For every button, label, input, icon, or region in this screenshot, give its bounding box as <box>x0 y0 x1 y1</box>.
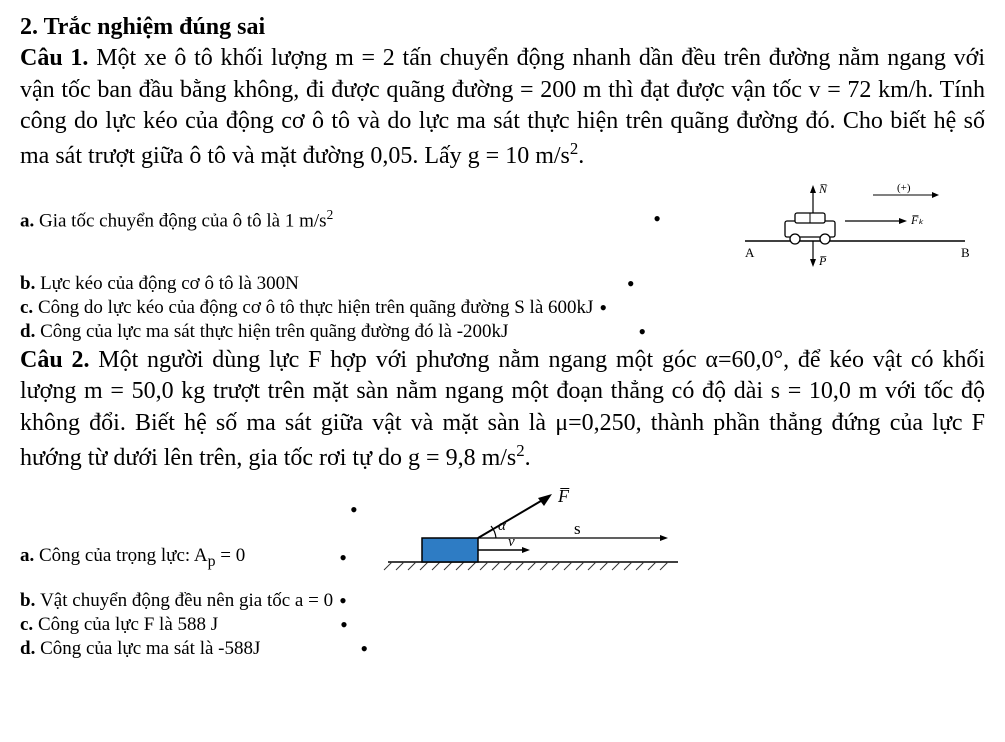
svg-text:P̅: P̅ <box>818 254 827 268</box>
q2-optD-bullet: • <box>360 638 368 660</box>
svg-text:F̅: F̅ <box>557 486 570 506</box>
q1-optD-row: d. Công của lực ma sát thực hiện trên qu… <box>20 321 985 343</box>
q2-upper-bullet-row: • <box>20 497 358 523</box>
svg-text:(+): (+) <box>897 182 911 194</box>
q1-optA-row: a. Gia tốc chuyển động của ô tô là 1 m/s… <box>20 181 661 232</box>
q2-optA-and-diagram: • a. Công của trọng lực: Ap = 0 • <box>20 484 985 584</box>
q2-block-diagram: F̅ α v̅ s <box>378 484 688 584</box>
svg-text:F̅ₖ: F̅ₖ <box>910 213 924 227</box>
q1-optB-row: b. Lực kéo của động cơ ô tô là 300N • <box>20 273 985 295</box>
q2-optA-row: a. Công của trọng lực: Ap = 0 • <box>20 545 358 571</box>
q2-optC-text: c. Công của lực F là 588 J <box>20 614 218 636</box>
q2-label: Câu 2. <box>20 347 89 373</box>
q1-optB-text: b. Lực kéo của động cơ ô tô là 300N <box>20 273 299 295</box>
q1-optA-and-diagram: a. Gia tốc chuyển động của ô tô là 1 m/s… <box>20 181 985 271</box>
q2-optC-row: c. Công của lực F là 588 J • <box>20 614 985 636</box>
q2-optC-bullet: • <box>340 614 348 636</box>
svg-text:A: A <box>745 245 755 260</box>
page-root: 2. Trắc nghiệm đúng sai Câu 1. Một xe ô … <box>0 0 1005 682</box>
q1-label: Câu 1. <box>20 45 88 71</box>
q1-optC-bullet: • <box>599 297 607 319</box>
q1-optA-bullet: • <box>653 208 661 230</box>
q1-optB-bullet: • <box>627 273 635 295</box>
svg-text:B: B <box>961 245 970 260</box>
q1-optD-text: d. Công của lực ma sát thực hiện trên qu… <box>20 321 508 343</box>
q2-optA-bullet: • <box>339 547 347 569</box>
q1-optC-row: c. Công do lực kéo của động cơ ô tô thực… <box>20 297 985 319</box>
q2-optD-text: d. Công của lực ma sát là -588J <box>20 638 260 660</box>
section-heading: 2. Trắc nghiệm đúng sai <box>20 14 985 41</box>
svg-text:α: α <box>498 518 507 534</box>
question-2: Câu 2. Một người dùng lực F hợp với phươ… <box>20 345 985 475</box>
q2-optA-text: a. Công của trọng lực: Ap = 0 <box>20 545 245 571</box>
q2-optD-row: d. Công của lực ma sát là -588J • <box>20 638 985 660</box>
question-1: Câu 1. Một xe ô tô khối lượng m = 2 tấn … <box>20 43 985 173</box>
q2-optB-row: b. Vật chuyển động đều nên gia tốc a = 0… <box>20 590 985 612</box>
q2-optB-bullet: • <box>339 590 347 612</box>
q2-left-col: • a. Công của trọng lực: Ap = 0 • <box>20 493 358 575</box>
svg-text:s: s <box>574 519 581 538</box>
svg-text:v̅: v̅ <box>506 534 515 550</box>
q1-optC-text: c. Công do lực kéo của động cơ ô tô thực… <box>20 297 593 319</box>
q2-para: Câu 2. Một người dùng lực F hợp với phươ… <box>20 345 985 475</box>
q1-optD-bullet: • <box>638 321 646 343</box>
q1-text: Một xe ô tô khối lượng m = 2 tấn chuyển … <box>20 45 985 169</box>
q1-optA-text: a. Gia tốc chuyển động của ô tô là 1 m/s… <box>20 207 333 232</box>
svg-text:N̅: N̅ <box>818 182 828 196</box>
q2-optB-text: b. Vật chuyển động đều nên gia tốc a = 0 <box>20 590 333 612</box>
q2-text: Một người dùng lực F hợp với phương nằm … <box>20 347 985 471</box>
q1-para: Câu 1. Một xe ô tô khối lượng m = 2 tấn … <box>20 43 985 173</box>
q2-upper-bullet: • <box>350 497 358 523</box>
q1-car-diagram: N̅ (+) F̅ₖ P̅ A B <box>715 181 985 271</box>
